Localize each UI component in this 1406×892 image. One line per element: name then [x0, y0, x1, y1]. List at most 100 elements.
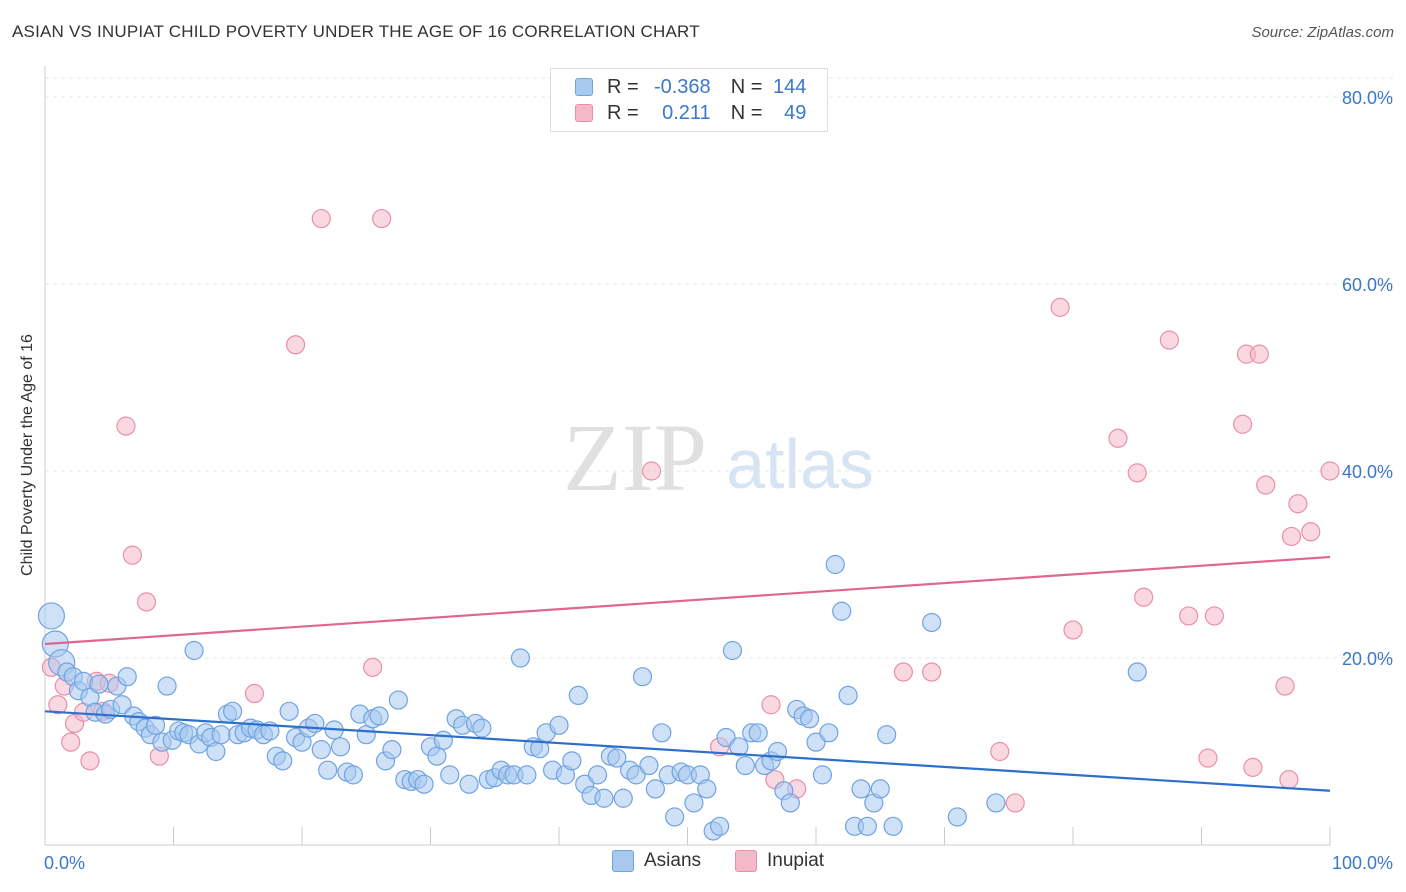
- asians-point: [819, 723, 839, 743]
- asians-point: [710, 816, 730, 836]
- asians-point: [343, 765, 363, 785]
- grid-lines: [45, 77, 1395, 659]
- inupiat-point: [1063, 620, 1083, 640]
- asians-point: [799, 709, 820, 729]
- x-tick-label: 100.0%: [1332, 853, 1393, 873]
- asians-point: [206, 741, 226, 762]
- inupiat-point: [363, 657, 383, 677]
- inupiat-point: [1281, 526, 1302, 547]
- legend-item-asians[interactable]: Asians: [612, 850, 701, 872]
- inupiat-point: [1275, 676, 1295, 696]
- asians-point: [748, 723, 768, 743]
- asians-point: [472, 718, 492, 738]
- watermark-atlas: atlas: [726, 425, 874, 503]
- asians-point: [330, 737, 351, 757]
- asians-point: [273, 751, 293, 771]
- asians-point: [211, 725, 231, 745]
- inupiat-point: [136, 592, 157, 612]
- inupiat-point: [285, 335, 306, 355]
- inupiat-point: [116, 416, 136, 436]
- asians-point: [157, 676, 177, 696]
- asians-point: [388, 690, 408, 710]
- asians-point: [851, 779, 871, 799]
- asians-point: [549, 715, 569, 735]
- inupiat-point: [1279, 769, 1299, 790]
- asians-trend-line: [44, 710, 1331, 792]
- x-tick-label: 0.0%: [44, 853, 85, 873]
- asians-swatch: [575, 78, 593, 96]
- inupiat-point: [48, 695, 68, 715]
- asians-point: [311, 740, 331, 760]
- y-tick-label: 40.0%: [1342, 462, 1393, 482]
- inupiat-point: [922, 662, 942, 682]
- inupiat-point: [1159, 330, 1179, 350]
- inupiat-legend-swatch: [735, 850, 757, 872]
- asians-point: [832, 601, 852, 621]
- inupiat-point: [122, 545, 142, 565]
- asians-point: [665, 807, 685, 827]
- trend-lines: [44, 555, 1331, 792]
- asians-point: [414, 774, 434, 794]
- asians-point: [825, 554, 845, 575]
- asians-legend-label: Asians: [644, 850, 702, 871]
- source-label: Source: ZipAtlas.com: [1251, 24, 1394, 41]
- inupiat-point: [1320, 461, 1340, 481]
- asians-point: [722, 640, 743, 661]
- n-label: N =: [730, 101, 763, 124]
- asians-point: [806, 732, 826, 752]
- asians-points: [37, 554, 1147, 841]
- inupiat-point: [1301, 522, 1321, 542]
- asians-point: [632, 667, 653, 687]
- asians-point: [145, 715, 166, 735]
- asians-point: [639, 755, 659, 776]
- n-label: N =: [730, 75, 763, 98]
- chart-title: ASIAN VS INUPIAT CHILD POVERTY UNDER THE…: [12, 22, 700, 41]
- asians-point: [870, 779, 890, 799]
- asians-point: [517, 765, 537, 785]
- r-label: R =: [607, 75, 639, 98]
- asians-point: [89, 674, 109, 694]
- asians-point: [812, 765, 833, 785]
- tick-labels: 20.0% 40.0% 60.0% 80.0% 0.0% 100.0%: [44, 88, 1393, 873]
- asians-point: [684, 793, 704, 813]
- inupiat-trend-line: [44, 555, 1331, 646]
- asians-point: [318, 760, 338, 780]
- stats-legend: R = -0.368 N = 144 R = 0.211 N = 49: [550, 68, 828, 132]
- asians-point: [568, 685, 588, 706]
- asians-point: [697, 779, 717, 799]
- inupiat-point: [761, 695, 781, 715]
- inupiat-point: [1050, 297, 1070, 317]
- asians-point: [112, 695, 132, 715]
- inupiat-point: [1256, 475, 1276, 495]
- asians-point: [305, 713, 325, 734]
- inupiat-point: [1005, 793, 1025, 813]
- asians-point: [607, 748, 627, 768]
- y-tick-label: 20.0%: [1342, 649, 1393, 669]
- asians-point: [947, 807, 967, 827]
- r-value: -0.368: [653, 75, 711, 98]
- asians-point: [37, 602, 66, 630]
- asians-point: [510, 648, 531, 668]
- stats-row-asians: R = -0.368 N = 144: [575, 75, 806, 99]
- inupiat-point: [372, 208, 392, 229]
- y-tick-label: 80.0%: [1342, 88, 1393, 108]
- asians-point: [877, 725, 897, 745]
- asians-point: [838, 685, 858, 706]
- asians-point: [440, 765, 460, 785]
- asians-point: [594, 788, 614, 808]
- inupiat-point: [80, 751, 100, 771]
- inupiat-point: [1243, 757, 1263, 777]
- asians-point: [279, 701, 299, 721]
- asians-point: [780, 793, 800, 813]
- inupiat-point: [990, 741, 1010, 762]
- asians-point: [857, 816, 878, 836]
- r-label: R =: [607, 101, 639, 124]
- asians-point: [184, 640, 204, 661]
- inupiat-point: [1198, 748, 1218, 768]
- asians-point: [562, 751, 582, 771]
- inupiat-swatch: [575, 104, 593, 122]
- asians-point: [716, 727, 736, 748]
- asians-point: [652, 723, 672, 743]
- legend-item-inupiat[interactable]: Inupiat: [735, 850, 824, 872]
